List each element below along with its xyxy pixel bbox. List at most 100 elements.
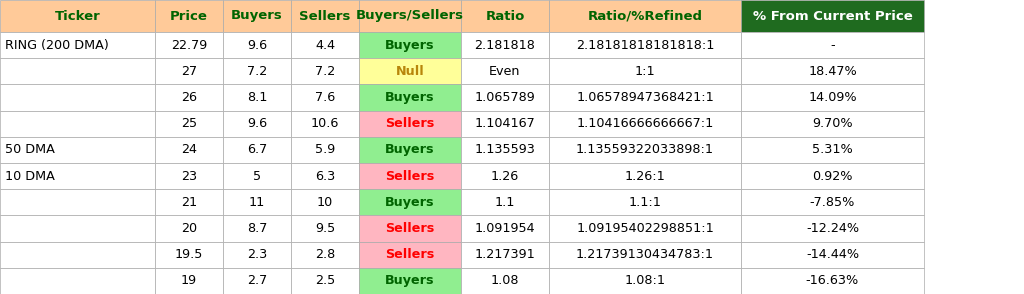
Bar xyxy=(155,189,223,216)
Text: 6.3: 6.3 xyxy=(314,170,335,183)
Text: 19.5: 19.5 xyxy=(175,248,203,261)
Text: 26: 26 xyxy=(181,91,197,104)
Bar xyxy=(223,137,291,163)
Text: 7.2: 7.2 xyxy=(247,65,267,78)
Bar xyxy=(0,268,155,294)
Bar xyxy=(741,189,924,216)
Text: 2.181818: 2.181818 xyxy=(474,39,536,52)
Bar xyxy=(155,137,223,163)
Bar xyxy=(741,163,924,189)
Text: -12.24%: -12.24% xyxy=(806,222,859,235)
Text: Buyers: Buyers xyxy=(385,39,435,52)
Bar xyxy=(549,189,741,216)
Bar xyxy=(155,216,223,242)
Bar xyxy=(155,163,223,189)
Text: Buyers: Buyers xyxy=(385,274,435,288)
Bar xyxy=(223,189,291,216)
Bar xyxy=(291,0,359,32)
Text: 2.5: 2.5 xyxy=(314,274,335,288)
Bar xyxy=(223,242,291,268)
Text: 2.18181818181818:1: 2.18181818181818:1 xyxy=(575,39,714,52)
Bar xyxy=(549,111,741,137)
Text: 1.065789: 1.065789 xyxy=(475,91,536,104)
Bar xyxy=(291,58,359,84)
Text: 50 DMA: 50 DMA xyxy=(5,143,55,156)
Text: Buyers: Buyers xyxy=(231,9,283,23)
Bar xyxy=(549,216,741,242)
Text: 2.7: 2.7 xyxy=(247,274,267,288)
Bar xyxy=(359,216,461,242)
Text: 1.21739130434783:1: 1.21739130434783:1 xyxy=(575,248,714,261)
Bar xyxy=(155,268,223,294)
Bar xyxy=(155,84,223,111)
Bar xyxy=(223,0,291,32)
Text: 14.09%: 14.09% xyxy=(808,91,857,104)
Text: 1.09195402298851:1: 1.09195402298851:1 xyxy=(577,222,714,235)
Text: 1.135593: 1.135593 xyxy=(474,143,536,156)
Bar xyxy=(155,111,223,137)
Text: 9.6: 9.6 xyxy=(247,39,267,52)
Bar xyxy=(741,268,924,294)
Bar xyxy=(461,32,549,58)
Bar xyxy=(155,58,223,84)
Text: Sellers: Sellers xyxy=(385,170,434,183)
Bar xyxy=(223,268,291,294)
Text: Ratio/%Refined: Ratio/%Refined xyxy=(588,9,702,23)
Bar xyxy=(549,32,741,58)
Text: 2.8: 2.8 xyxy=(314,248,335,261)
Bar xyxy=(0,163,155,189)
Bar xyxy=(223,111,291,137)
Bar xyxy=(461,84,549,111)
Bar xyxy=(291,189,359,216)
Text: Null: Null xyxy=(395,65,424,78)
Bar xyxy=(223,84,291,111)
Text: 1.06578947368421:1: 1.06578947368421:1 xyxy=(577,91,714,104)
Text: RING (200 DMA): RING (200 DMA) xyxy=(5,39,109,52)
Text: -14.44%: -14.44% xyxy=(806,248,859,261)
Bar xyxy=(0,0,155,32)
Bar xyxy=(359,111,461,137)
Bar xyxy=(741,32,924,58)
Bar xyxy=(359,163,461,189)
Text: -7.85%: -7.85% xyxy=(810,196,855,209)
Bar xyxy=(741,216,924,242)
Text: % From Current Price: % From Current Price xyxy=(753,9,912,23)
Text: 9.70%: 9.70% xyxy=(812,117,853,130)
Text: 9.5: 9.5 xyxy=(314,222,335,235)
Text: Ratio: Ratio xyxy=(485,9,524,23)
Text: Sellers: Sellers xyxy=(385,248,434,261)
Bar xyxy=(223,163,291,189)
Bar xyxy=(0,242,155,268)
Bar xyxy=(0,32,155,58)
Bar xyxy=(461,189,549,216)
Bar xyxy=(155,242,223,268)
Text: Buyers/Sellers: Buyers/Sellers xyxy=(356,9,464,23)
Bar xyxy=(359,0,461,32)
Bar xyxy=(223,32,291,58)
Bar xyxy=(291,242,359,268)
Bar xyxy=(0,111,155,137)
Text: 19: 19 xyxy=(181,274,197,288)
Bar xyxy=(0,216,155,242)
Text: 7.2: 7.2 xyxy=(314,65,335,78)
Text: Sellers: Sellers xyxy=(385,222,434,235)
Text: 1.10416666666667:1: 1.10416666666667:1 xyxy=(577,117,714,130)
Text: 18.47%: 18.47% xyxy=(808,65,857,78)
Bar xyxy=(461,163,549,189)
Bar xyxy=(549,0,741,32)
Text: -: - xyxy=(830,39,835,52)
Bar xyxy=(359,58,461,84)
Text: Even: Even xyxy=(489,65,521,78)
Text: 10.6: 10.6 xyxy=(311,117,339,130)
Bar xyxy=(223,58,291,84)
Bar xyxy=(291,216,359,242)
Text: 5.9: 5.9 xyxy=(314,143,335,156)
Text: 5: 5 xyxy=(253,170,261,183)
Bar xyxy=(359,189,461,216)
Bar xyxy=(155,32,223,58)
Bar xyxy=(0,137,155,163)
Bar xyxy=(359,268,461,294)
Bar xyxy=(223,216,291,242)
Text: Price: Price xyxy=(170,9,208,23)
Bar xyxy=(741,111,924,137)
